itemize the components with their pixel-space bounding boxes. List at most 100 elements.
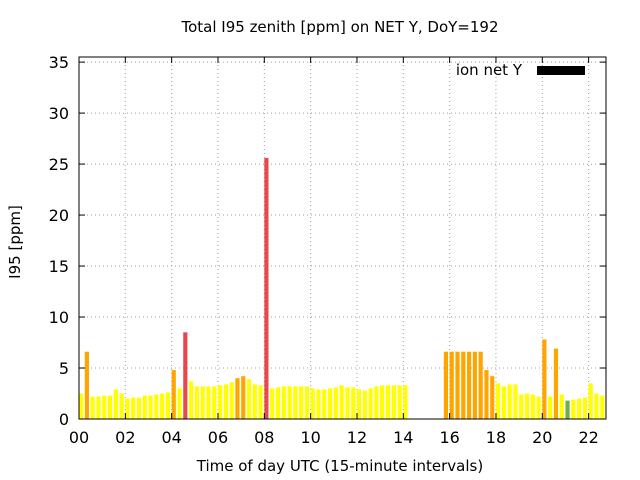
bar [189, 381, 194, 419]
bar [362, 390, 367, 419]
bar [316, 389, 321, 419]
bar [270, 388, 275, 419]
y-tick-label: 30 [49, 104, 69, 123]
x-tick-label: 00 [69, 428, 89, 447]
y-tick-label: 20 [49, 206, 69, 225]
grid [79, 57, 606, 419]
y-tick-label: 10 [49, 308, 69, 327]
bar [548, 396, 553, 419]
bar [484, 370, 489, 419]
bar [577, 398, 582, 419]
y-tick-label: 35 [49, 53, 69, 72]
bar [235, 378, 240, 419]
bar [513, 384, 518, 419]
x-tick-label: 06 [208, 428, 228, 447]
bar [507, 384, 512, 419]
bar [356, 389, 362, 419]
bar [136, 397, 142, 419]
y-tick-label: 15 [49, 257, 69, 276]
bar [467, 351, 472, 419]
y-tick-label: 25 [49, 155, 69, 174]
bar [333, 387, 338, 419]
bar [223, 384, 228, 419]
bar [299, 386, 304, 419]
x-axis-title: Time of day UTC (15-minute intervals) [196, 457, 483, 475]
bar [113, 389, 118, 419]
bar [559, 394, 564, 419]
bar [600, 395, 605, 419]
bar [165, 392, 171, 419]
bar [212, 386, 217, 419]
bar [275, 387, 281, 419]
bar [519, 394, 524, 419]
bar [252, 384, 257, 419]
bar [594, 393, 599, 419]
bar [501, 386, 506, 419]
bar [258, 385, 263, 419]
bar [84, 351, 89, 419]
bar [119, 393, 124, 419]
y-axis-title: I95 [ppm] [6, 205, 24, 279]
x-tick-label: 12 [347, 428, 367, 447]
x-tick-label: 04 [161, 428, 181, 447]
bar [229, 382, 234, 419]
x-tick-label: 22 [578, 428, 598, 447]
bar [472, 351, 477, 419]
bar [351, 387, 356, 419]
bar [310, 388, 315, 419]
bar [125, 398, 130, 419]
bar [530, 394, 535, 419]
x-tick-label: 02 [115, 428, 135, 447]
bar [345, 387, 350, 419]
bar [90, 396, 95, 419]
bar [171, 370, 176, 419]
bar [403, 385, 408, 419]
bar [374, 386, 379, 419]
bar [478, 351, 483, 419]
x-tick-label: 14 [393, 428, 413, 447]
x-tick-label: 08 [254, 428, 274, 447]
bar [264, 157, 269, 419]
bar [160, 393, 165, 419]
bar [536, 396, 541, 419]
bar [380, 385, 385, 419]
bar [495, 383, 501, 419]
bar [206, 386, 211, 419]
bar [200, 386, 205, 419]
bar [328, 388, 333, 419]
bar [154, 394, 159, 419]
bar [183, 332, 188, 419]
bar [148, 395, 153, 419]
bar [571, 399, 576, 419]
bar [281, 386, 286, 419]
x-tick-label: 16 [439, 428, 459, 447]
bar [177, 388, 182, 419]
x-tick-label: 20 [532, 428, 552, 447]
bar [102, 395, 107, 419]
bars [79, 157, 605, 419]
bar [582, 397, 588, 419]
bar [322, 389, 327, 419]
y-tick-label: 5 [59, 359, 69, 378]
legend-label: ion net Y [456, 61, 523, 79]
bar [524, 393, 530, 419]
bar [455, 351, 460, 419]
y-tick-label: 0 [59, 410, 69, 429]
bar [385, 385, 391, 419]
bar [79, 393, 84, 419]
bar [287, 386, 292, 419]
bar [443, 351, 449, 419]
bar [565, 400, 570, 419]
bar [391, 385, 396, 419]
x-tick-label: 10 [300, 428, 320, 447]
bar [217, 385, 223, 419]
bar [490, 376, 495, 419]
bar [142, 395, 147, 419]
legend: ion net Y [456, 61, 585, 79]
bar [397, 385, 402, 419]
chart-title: Total I95 zenith [ppm] on NET Y, DoY=192 [180, 18, 498, 36]
plot-frame [78, 56, 607, 420]
bar [368, 388, 373, 419]
bar [246, 379, 252, 419]
